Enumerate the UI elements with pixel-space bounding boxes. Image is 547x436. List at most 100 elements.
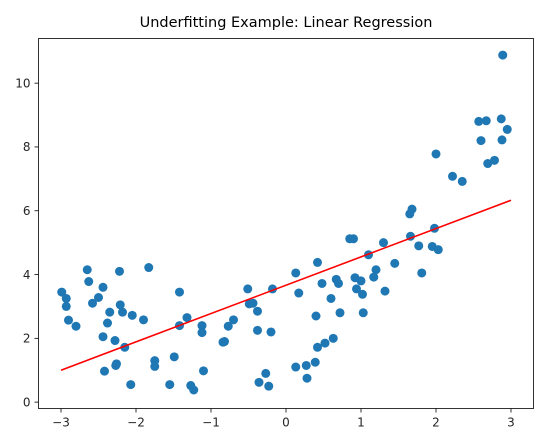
- scatter-point: [115, 266, 124, 276]
- scatter-point: [189, 385, 199, 395]
- scatter-point: [126, 380, 136, 390]
- scatter-point: [220, 337, 229, 347]
- y-axis: 0 2 4 6 8 10: [15, 76, 39, 409]
- scatter-point: [498, 50, 508, 60]
- scatter-point: [349, 234, 358, 244]
- scatter-point: [248, 298, 258, 308]
- scatter-point: [127, 310, 137, 320]
- x-tick-label: −2: [127, 416, 145, 430]
- scatter-point: [98, 282, 108, 292]
- scatter-point: [253, 325, 262, 335]
- scatter-point: [358, 308, 368, 318]
- x-axis: −3 −2 −1 0 1 2 3: [52, 408, 515, 430]
- scatter-point: [61, 293, 71, 303]
- scatter-point: [169, 352, 179, 362]
- y-tick-label: 8: [23, 140, 31, 154]
- scatter-point: [490, 155, 499, 165]
- x-tick-label: −1: [202, 416, 220, 430]
- scatter-point: [474, 116, 484, 126]
- x-tick-label: 0: [282, 416, 290, 430]
- scatter-point: [199, 366, 208, 376]
- scatter-point: [254, 377, 264, 387]
- scatter-point: [112, 359, 121, 369]
- scatter-point: [313, 342, 322, 352]
- scatter-point: [483, 159, 493, 169]
- scatter-point: [496, 114, 506, 124]
- scatter-point: [57, 287, 67, 297]
- scatter-point: [291, 268, 301, 278]
- scatter-point: [407, 204, 417, 214]
- scatter-point: [61, 301, 71, 311]
- scatter-point: [371, 265, 381, 275]
- scatter-point: [379, 238, 388, 248]
- scatter-point: [150, 361, 160, 371]
- y-tick-label: 0: [23, 395, 31, 409]
- scatter-point: [105, 307, 115, 317]
- scatter-point: [182, 313, 192, 323]
- scatter-point: [481, 116, 491, 126]
- scatter-point: [326, 293, 336, 303]
- scatter-point: [266, 327, 276, 337]
- scatter-point: [139, 315, 148, 325]
- scatter-point: [457, 176, 467, 186]
- scatter-point: [253, 306, 262, 316]
- scatter-point: [328, 333, 338, 343]
- x-tick-label: 3: [507, 416, 515, 430]
- scatter-point: [243, 284, 253, 294]
- y-tick-label: 6: [23, 204, 31, 218]
- scatter-point: [414, 241, 424, 251]
- scatter-points: [57, 50, 512, 395]
- scatter-point: [291, 362, 301, 372]
- scatter-point: [197, 321, 207, 331]
- scatter-point: [476, 136, 486, 146]
- scatter-point: [110, 336, 120, 346]
- scatter-point: [118, 307, 127, 317]
- scatter-point: [264, 381, 274, 391]
- scatter-point: [115, 300, 125, 310]
- scatter-point: [502, 124, 512, 134]
- scatter-point: [334, 278, 343, 288]
- y-tick-label: 2: [23, 332, 31, 346]
- y-tick-label: 4: [23, 268, 31, 282]
- scatter-point: [335, 308, 345, 318]
- scatter-point: [431, 149, 441, 159]
- scatter-point: [369, 272, 379, 282]
- scatter-point: [165, 380, 175, 390]
- scatter-point: [390, 258, 400, 268]
- scatter-point: [313, 257, 322, 267]
- scatter-point: [380, 286, 390, 296]
- scatter-point: [294, 288, 304, 298]
- scatter-point: [433, 245, 443, 255]
- scatter-point: [84, 277, 94, 287]
- scatter-point: [175, 287, 184, 297]
- scatter-point: [417, 268, 427, 278]
- scatter-point: [310, 357, 320, 367]
- scatter-point: [301, 360, 311, 370]
- scatter-point: [71, 321, 81, 331]
- plot-frame: [38, 38, 534, 409]
- y-tick-label: 10: [15, 76, 30, 90]
- scatter-point: [100, 366, 109, 376]
- scatter-point: [64, 315, 73, 325]
- scatter-point: [229, 315, 238, 325]
- scatter-point: [94, 293, 103, 302]
- x-tick-label: 2: [432, 416, 440, 430]
- x-tick-label: 1: [357, 416, 365, 430]
- scatter-point: [88, 298, 97, 308]
- scatter-point: [302, 373, 312, 383]
- scatter-point: [261, 368, 271, 378]
- scatter-point: [223, 321, 233, 331]
- regression-line-layer: [60, 199, 512, 371]
- scatter-point: [82, 265, 92, 275]
- scatter-point: [98, 332, 108, 342]
- scatter-point: [144, 263, 154, 273]
- scatter-point: [317, 278, 327, 288]
- scatter-point: [497, 135, 507, 145]
- scatter-point: [356, 276, 366, 286]
- scatter-point: [358, 289, 367, 299]
- scatter-point: [352, 284, 361, 294]
- chart-title: Underfitting Example: Linear Regression: [140, 15, 433, 31]
- scatter-point: [311, 311, 321, 321]
- regression-line: [60, 199, 512, 371]
